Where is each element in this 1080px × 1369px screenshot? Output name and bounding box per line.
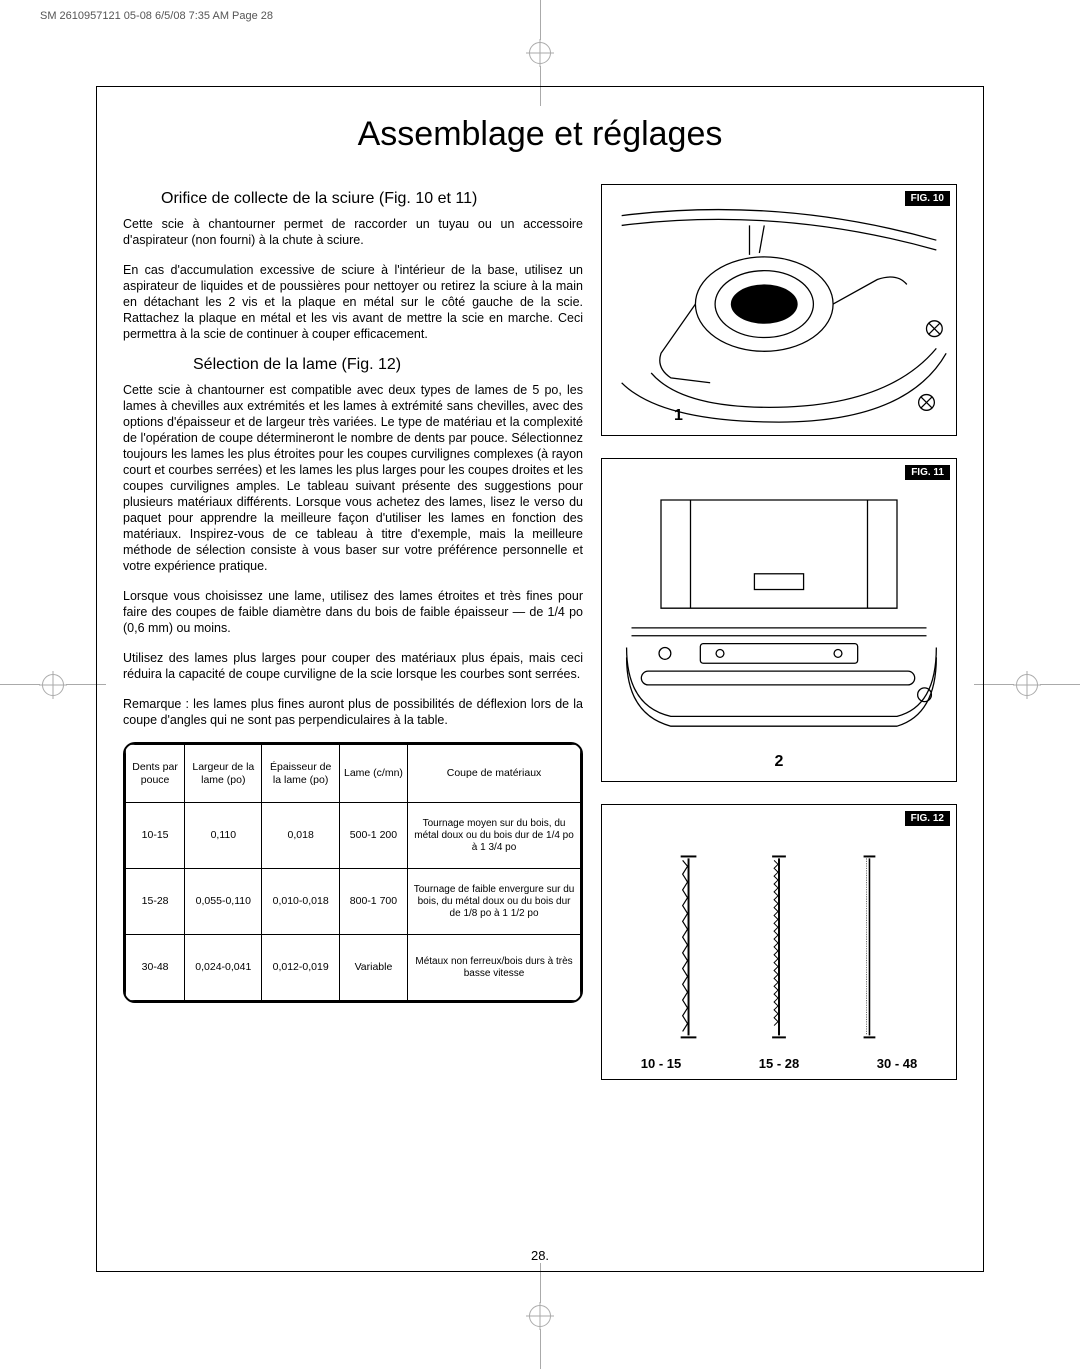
cell: Tournage moyen sur du bois, du métal dou… [408, 803, 581, 869]
left-column: Orifice de collecte de la sciure (Fig. 1… [123, 184, 583, 1102]
section2-p4: Remarque : les lames plus fines auront p… [123, 696, 583, 728]
section1-p2: En cas d'accumulation excessive de sciur… [123, 262, 583, 342]
th-material: Coupe de matériaux [408, 745, 581, 803]
cell: 0,010-0,018 [262, 869, 339, 935]
cell: 30-48 [126, 935, 185, 1001]
figure-12-illustration [602, 805, 956, 1079]
th-teeth: Dents par pouce [126, 745, 185, 803]
figure-11-illustration [602, 459, 956, 781]
page-frame: Assemblage et réglages Orifice de collec… [96, 86, 984, 1272]
crop-mark-bottom [529, 1263, 551, 1369]
section2-heading: Sélection de la lame (Fig. 12) [193, 356, 583, 374]
cell: 0,055-0,110 [185, 869, 262, 935]
section2-p2: Lorsque vous choisissez une lame, utilis… [123, 588, 583, 636]
blade-label: 30 - 48 [877, 1056, 917, 1071]
blade-label: 10 - 15 [641, 1056, 681, 1071]
cell: 0,110 [185, 803, 262, 869]
figure-12-label: FIG. 12 [905, 811, 950, 826]
th-width: Largeur de la lame (po) [185, 745, 262, 803]
cell: 500-1 200 [339, 803, 407, 869]
section1-heading: Orifice de collecte de la sciure (Fig. 1… [161, 190, 583, 208]
cell: 15-28 [126, 869, 185, 935]
figure-11-label: FIG. 11 [905, 465, 950, 480]
figure-10: FIG. 10 [601, 184, 957, 436]
page-title: Assemblage et réglages [123, 115, 957, 154]
cell: 0,018 [262, 803, 339, 869]
figure-10-label: FIG. 10 [905, 191, 950, 206]
cell: 0,024-0,041 [185, 935, 262, 1001]
table-header-row: Dents par pouce Largeur de la lame (po) … [126, 745, 581, 803]
two-column-layout: Orifice de collecte de la sciure (Fig. 1… [123, 184, 957, 1102]
blade-selection-table: Dents par pouce Largeur de la lame (po) … [123, 742, 583, 1003]
th-speed: Lame (c/mn) [339, 745, 407, 803]
figure-11-callout: 2 [775, 753, 784, 771]
section2-p3: Utilisez des lames plus larges pour coup… [123, 650, 583, 682]
figure-11: FIG. 11 [601, 458, 957, 782]
crop-mark-left [0, 674, 106, 696]
cell: Métaux non ferreux/bois durs à très bass… [408, 935, 581, 1001]
print-header: SM 2610957121 05-08 6/5/08 7:35 AM Page … [40, 10, 273, 22]
figure-10-callout: 1 [674, 407, 683, 425]
blade-label: 15 - 28 [759, 1056, 799, 1071]
cell: 800-1 700 [339, 869, 407, 935]
section1-p1: Cette scie à chantourner permet de racco… [123, 216, 583, 248]
crop-mark-right [974, 674, 1080, 696]
figure-12-blade-labels: 10 - 15 15 - 28 30 - 48 [602, 1056, 956, 1071]
cell: 0,012-0,019 [262, 935, 339, 1001]
th-thickness: Épaisseur de la lame (po) [262, 745, 339, 803]
table-row: 10-15 0,110 0,018 500-1 200 Tournage moy… [126, 803, 581, 869]
section2-p1: Cette scie à chantourner est compatible … [123, 382, 583, 574]
page-number: 28. [531, 1248, 549, 1263]
table-row: 30-48 0,024-0,041 0,012-0,019 Variable M… [126, 935, 581, 1001]
table-row: 15-28 0,055-0,110 0,010-0,018 800-1 700 … [126, 869, 581, 935]
right-column: FIG. 10 [601, 184, 957, 1102]
figure-12: FIG. 12 [601, 804, 957, 1080]
cell: Variable [339, 935, 407, 1001]
cell: 10-15 [126, 803, 185, 869]
cell: Tournage de faible envergure sur du bois… [408, 869, 581, 935]
figure-10-illustration [602, 185, 956, 435]
